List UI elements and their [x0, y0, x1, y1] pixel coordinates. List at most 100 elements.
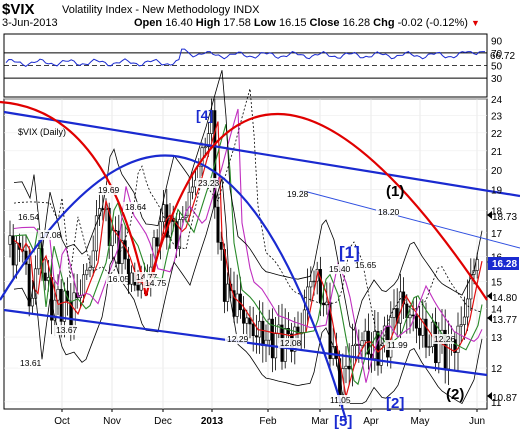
- last-price-marker: [488, 257, 519, 270]
- date-tick-label: Oct: [54, 416, 70, 427]
- candle-body: [242, 309, 246, 324]
- price-tick-label: 14: [491, 304, 503, 315]
- candle-body: [373, 331, 377, 359]
- candle-body: [123, 240, 127, 260]
- chart-date: 3-Jun-2013: [2, 17, 58, 29]
- candle-body: [302, 309, 306, 333]
- pivot-label-bg: [328, 395, 350, 405]
- candle-body: [8, 235, 12, 245]
- upper-trendline: [3, 110, 520, 198]
- axis-value-label: 10.87: [492, 393, 517, 404]
- pivot-label-bg: [385, 340, 407, 350]
- candle-body: [30, 297, 34, 307]
- candle-body: [59, 288, 63, 322]
- open-label: Open: [134, 17, 163, 29]
- axis-value-pointer: [487, 392, 492, 400]
- axis-value-label: 14.80: [492, 293, 517, 304]
- candle-body: [37, 248, 41, 270]
- pivot-label: 11.05: [330, 395, 351, 405]
- pivot-label: 14.77: [136, 272, 158, 282]
- low-label: Low: [253, 17, 276, 29]
- pivot-label-bg: [432, 334, 454, 344]
- candle-body: [424, 318, 428, 348]
- candle-body: [130, 272, 134, 285]
- pivot-label: 15.65: [355, 260, 377, 270]
- chg-label: Chg: [373, 17, 395, 29]
- pivot-label: 14.75: [145, 278, 167, 288]
- pivot-label: 16.05: [108, 274, 130, 284]
- pivot-label-bg: [38, 230, 60, 240]
- pivot-label-bg: [18, 358, 40, 368]
- pivot-label: 18.20: [378, 207, 400, 217]
- chart-header: $VIX Volatility Index - New Methodology …: [0, 0, 520, 30]
- candle-body: [82, 274, 86, 296]
- candle-body: [286, 328, 290, 335]
- candle-body: [27, 263, 31, 307]
- candle-body: [309, 281, 313, 288]
- candle-body: [235, 293, 239, 317]
- candle-body: [50, 277, 54, 321]
- date-tick-label: Mar: [311, 416, 329, 427]
- candle-body: [216, 206, 220, 243]
- candle-body: [91, 250, 95, 268]
- price-tick-label: 13: [491, 333, 503, 344]
- pivot-label-bg: [353, 260, 375, 270]
- candle-body: [360, 340, 364, 346]
- candle-body: [261, 320, 265, 347]
- candle-body: [117, 230, 121, 265]
- low-value: 16.15: [278, 17, 307, 29]
- pivot-label-bg: [96, 185, 118, 195]
- price-tick-label: 12: [491, 364, 503, 375]
- chg-value: -0.02 (-0.12%): [397, 17, 468, 29]
- date-tick-label: Jun: [469, 416, 485, 427]
- pivot-label: 16.54: [18, 212, 40, 222]
- candle-body: [270, 318, 274, 359]
- axis-value-label: 16.28: [492, 259, 517, 270]
- candle-body: [322, 302, 326, 306]
- date-tick-label: Nov: [103, 416, 121, 427]
- pivot-label: 13.61: [20, 358, 42, 368]
- date-tick-label: Apr: [363, 416, 379, 427]
- candle-body: [251, 323, 255, 337]
- candle-body: [210, 110, 214, 134]
- close-value: 16.28: [342, 17, 371, 29]
- pivot-label-bg: [16, 212, 38, 222]
- lower-band-line: [13, 178, 483, 405]
- close-label: Close: [309, 17, 340, 29]
- high-value: 17.58: [223, 17, 251, 29]
- candle-body: [344, 365, 348, 369]
- candle-body: [475, 259, 479, 271]
- indicator-last-label: 66.72: [490, 51, 515, 62]
- wave-label: [2]: [386, 395, 404, 412]
- date-tick-label: Feb: [259, 416, 277, 427]
- candle-body: [110, 230, 114, 247]
- pivot-label-bg: [327, 264, 349, 274]
- date-axis: Oct Nov Dec 2013 Feb Mar Apr May Jun: [54, 409, 485, 427]
- pivot-label-bg: [196, 178, 218, 188]
- price-tick-label: 11: [491, 398, 502, 409]
- pivot-label: 15.40: [329, 264, 351, 274]
- candle-body: [258, 320, 262, 338]
- candle-body: [56, 288, 60, 301]
- axis-value-pointer: [487, 258, 492, 266]
- price-tick-label: 20: [491, 166, 503, 177]
- candle-body: [203, 146, 207, 149]
- pivot-label: 13.67: [56, 325, 78, 335]
- candle-body: [139, 283, 143, 291]
- candle-body: [453, 339, 457, 353]
- pivot-label-bg: [285, 189, 307, 199]
- index-name: Volatility Index - New Methodology: [62, 4, 231, 16]
- candle-body: [126, 258, 130, 285]
- symbol-title: $VIX: [2, 1, 35, 18]
- axis-value-pointer: [487, 314, 492, 322]
- ma-long-line: [13, 108, 483, 383]
- candle-body: [427, 346, 431, 348]
- candle-body: [318, 269, 322, 304]
- pivot-label-bg: [143, 278, 165, 288]
- candle-body: [14, 242, 18, 266]
- candle-body: [379, 345, 383, 366]
- ohlc-readout: Open 16.40 High 17.58 Low 16.15 Close 16…: [134, 17, 480, 29]
- pivot-label-bg: [225, 334, 247, 344]
- candle-body: [62, 290, 66, 322]
- pivot-label-bg: [54, 325, 76, 335]
